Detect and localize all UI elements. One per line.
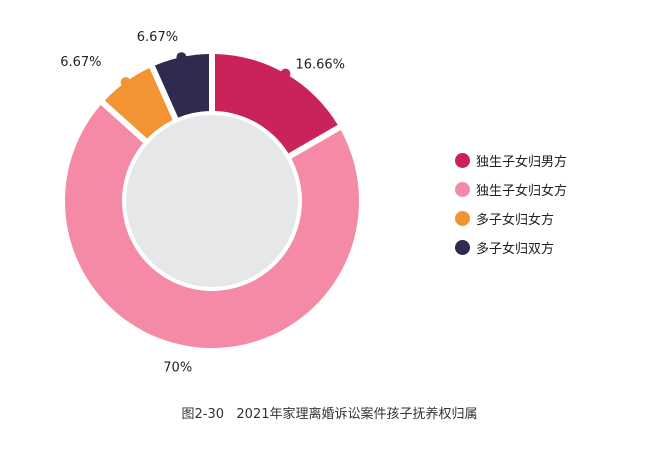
leader-dot-2	[192, 332, 203, 343]
donut-slice-1	[214, 54, 338, 154]
legend-label: 多子女归双方	[476, 242, 555, 257]
donut-slice-4	[154, 54, 210, 118]
legend-swatch	[455, 182, 470, 197]
donut-slices	[64, 54, 359, 348]
leader-dot-1	[280, 68, 291, 79]
donut-center	[126, 115, 298, 287]
legend-item-4: 多子女归双方	[455, 233, 567, 262]
legend: 独生子女归男方 独生子女归女方 多子女归女方 多子女归双方	[455, 146, 567, 262]
legend-swatch	[455, 211, 470, 226]
legend-item-2: 独生子女归女方	[455, 175, 567, 204]
legend-item-3: 多子女归女方	[455, 204, 567, 233]
leader-dot-4	[176, 52, 187, 63]
chart-caption: 图2-30 2021年家理离婚诉讼案件孩子抚养权归属	[181, 407, 478, 422]
legend-swatch	[455, 240, 470, 255]
value-labels: 16.66% 70% 6.67% 6.67%	[60, 30, 345, 375]
leader-markers	[120, 52, 291, 343]
legend-label: 独生子女归女方	[476, 184, 568, 199]
value-label-3: 6.67%	[60, 55, 101, 70]
legend-label: 独生子女归男方	[476, 155, 568, 170]
legend-swatch	[455, 153, 470, 168]
leader-dot-3	[120, 77, 131, 88]
donut-slice-3	[104, 67, 173, 139]
donut-slice-2	[64, 104, 359, 348]
value-label-1: 16.66%	[295, 58, 345, 73]
value-label-4: 6.67%	[137, 30, 178, 45]
legend-label: 多子女归女方	[476, 213, 555, 228]
legend-item-1: 独生子女归男方	[455, 146, 567, 175]
value-label-2: 70%	[163, 360, 192, 375]
